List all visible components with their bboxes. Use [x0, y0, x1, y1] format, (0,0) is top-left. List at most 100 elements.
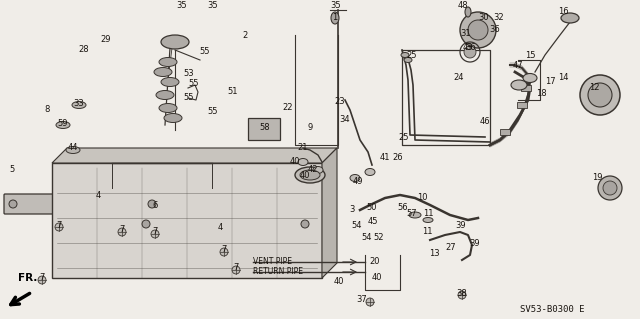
- Ellipse shape: [523, 73, 537, 83]
- Text: 39: 39: [470, 239, 480, 248]
- Ellipse shape: [561, 13, 579, 23]
- Text: 7: 7: [56, 220, 61, 229]
- Circle shape: [55, 223, 63, 231]
- Circle shape: [142, 220, 150, 228]
- Ellipse shape: [300, 170, 320, 180]
- Text: 7: 7: [221, 246, 227, 255]
- Circle shape: [603, 181, 617, 195]
- Text: FR.: FR.: [19, 273, 38, 283]
- Text: 51: 51: [228, 87, 238, 97]
- Text: 48: 48: [458, 1, 468, 10]
- Text: 19: 19: [592, 174, 602, 182]
- Ellipse shape: [313, 167, 323, 174]
- Text: 43: 43: [463, 42, 474, 51]
- Text: 2: 2: [243, 31, 248, 40]
- Text: 4: 4: [95, 190, 100, 199]
- Text: 49: 49: [353, 177, 364, 187]
- Ellipse shape: [423, 218, 433, 222]
- Text: 29: 29: [100, 35, 111, 44]
- Ellipse shape: [161, 78, 179, 86]
- Text: 7: 7: [152, 227, 157, 236]
- Text: 42: 42: [308, 166, 318, 174]
- Text: 30: 30: [479, 12, 490, 21]
- Text: 27: 27: [445, 243, 456, 253]
- Text: 35: 35: [331, 1, 341, 10]
- Text: 12: 12: [589, 84, 599, 93]
- Ellipse shape: [159, 103, 177, 113]
- Text: 31: 31: [461, 28, 471, 38]
- Text: 52: 52: [374, 234, 384, 242]
- Circle shape: [148, 200, 156, 208]
- Circle shape: [38, 276, 46, 284]
- Text: 4: 4: [218, 224, 223, 233]
- Ellipse shape: [511, 80, 527, 90]
- Circle shape: [232, 266, 240, 274]
- Text: 6: 6: [152, 201, 157, 210]
- Circle shape: [301, 220, 309, 228]
- Text: 10: 10: [417, 194, 428, 203]
- Bar: [500, 129, 510, 135]
- Ellipse shape: [350, 174, 360, 182]
- Circle shape: [9, 200, 17, 208]
- Text: 20: 20: [370, 256, 380, 265]
- Text: 50: 50: [367, 204, 377, 212]
- Text: 11: 11: [423, 209, 433, 218]
- Ellipse shape: [298, 159, 308, 166]
- Circle shape: [468, 20, 488, 40]
- Text: 39: 39: [456, 220, 467, 229]
- Polygon shape: [322, 148, 337, 278]
- Ellipse shape: [66, 146, 80, 153]
- Text: 25: 25: [399, 133, 409, 143]
- Text: 18: 18: [536, 88, 547, 98]
- FancyBboxPatch shape: [4, 194, 161, 214]
- Text: 34: 34: [340, 115, 350, 124]
- Text: 59: 59: [58, 120, 68, 129]
- Polygon shape: [52, 148, 337, 163]
- Text: 32: 32: [493, 13, 504, 23]
- Text: 1: 1: [332, 13, 338, 23]
- Ellipse shape: [404, 57, 412, 63]
- Text: 40: 40: [290, 158, 300, 167]
- Text: 16: 16: [557, 8, 568, 17]
- Ellipse shape: [154, 68, 172, 77]
- FancyBboxPatch shape: [137, 214, 314, 234]
- Text: 55: 55: [208, 108, 218, 116]
- Text: 8: 8: [44, 106, 50, 115]
- Ellipse shape: [156, 91, 174, 100]
- Text: 5: 5: [10, 166, 15, 174]
- Circle shape: [458, 291, 466, 299]
- Text: 57: 57: [406, 209, 417, 218]
- Bar: [517, 102, 527, 108]
- Text: 40: 40: [333, 278, 344, 286]
- Ellipse shape: [159, 57, 177, 66]
- Text: 22: 22: [283, 102, 293, 112]
- Text: 35: 35: [208, 1, 218, 10]
- Ellipse shape: [72, 101, 86, 108]
- Text: 55: 55: [189, 78, 199, 87]
- Text: 26: 26: [393, 153, 403, 162]
- Text: 54: 54: [352, 220, 362, 229]
- Text: 46: 46: [480, 117, 490, 127]
- Text: 21: 21: [298, 144, 308, 152]
- Text: 24: 24: [454, 73, 464, 83]
- Text: VENT PIPE: VENT PIPE: [253, 257, 292, 266]
- Bar: [521, 85, 531, 91]
- Ellipse shape: [56, 122, 70, 129]
- Circle shape: [580, 75, 620, 115]
- Text: SV53-B0300 E: SV53-B0300 E: [520, 306, 584, 315]
- Ellipse shape: [465, 7, 471, 17]
- Text: 28: 28: [79, 46, 90, 55]
- Text: 7: 7: [119, 226, 125, 234]
- Text: 3: 3: [349, 205, 355, 214]
- Circle shape: [460, 12, 496, 48]
- Text: 9: 9: [307, 123, 312, 132]
- Text: 53: 53: [184, 69, 195, 78]
- Text: 36: 36: [490, 26, 500, 34]
- Ellipse shape: [331, 12, 339, 24]
- Text: 37: 37: [356, 295, 367, 305]
- Text: 58: 58: [260, 123, 270, 132]
- Circle shape: [588, 83, 612, 107]
- Text: 40: 40: [372, 273, 382, 283]
- Ellipse shape: [409, 212, 421, 218]
- Circle shape: [151, 230, 159, 238]
